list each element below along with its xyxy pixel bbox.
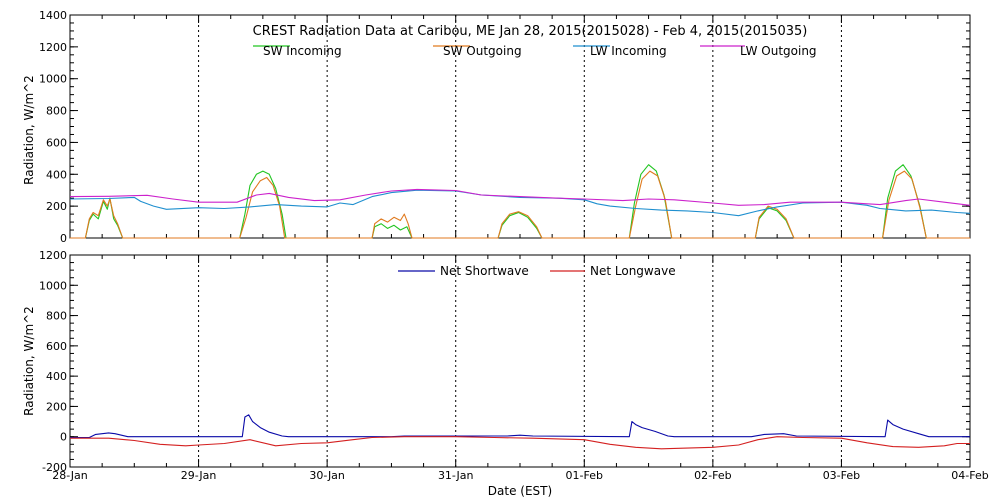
- y-tick-label: 0: [60, 232, 67, 245]
- y-tick-label: 1000: [39, 279, 67, 292]
- bottom-panel: -200 0 200 400 600 800 1000 1200 Radiation, W/m…: [22, 249, 989, 498]
- legend-net-longwave: Net Longwave: [590, 264, 676, 278]
- top-panel: 0 200 400 600 800 1000 1200 1400 CREST Radiatio…: [22, 9, 971, 245]
- legend-net-shortwave: Net Shortwave: [440, 264, 529, 278]
- x-tick-label: 30-Jan: [309, 469, 345, 482]
- y-tick-label: 200: [46, 400, 67, 413]
- series-line-sw-outgoing: [70, 170, 970, 239]
- bottom-y-axis-label: Radiation, W/m^2: [22, 306, 36, 416]
- top-series-group: [69, 164, 971, 239]
- y-tick-label: -200: [42, 461, 67, 474]
- x-tick-label: 01-Feb: [566, 469, 603, 482]
- y-tick-label: 400: [46, 370, 67, 383]
- bottom-legend: Net Shortwave Net Longwave: [398, 264, 676, 278]
- y-tick-label: 600: [46, 136, 67, 149]
- series-line-lw-outgoing: [69, 188, 971, 206]
- legend-lw-incoming: LW Incoming: [590, 44, 667, 58]
- series-line-net-shortwave: [70, 414, 970, 439]
- y-tick-label: 600: [46, 340, 67, 353]
- y-tick-label: 400: [46, 168, 67, 181]
- x-tick-label: 28-Jan: [52, 469, 88, 482]
- series-line-net-longwave: [70, 436, 970, 450]
- series-line-sw-incoming: [70, 164, 970, 239]
- y-tick-label: 1200: [39, 41, 67, 54]
- x-tick-labels: 28-Jan 29-Jan 30-Jan 31-Jan 01-Feb 02-Feb 03-F…: [52, 469, 989, 482]
- x-tick-label: 31-Jan: [438, 469, 474, 482]
- top-grid: [198, 15, 842, 238]
- top-y-ticks: 0 200 400 600 800 1000 1200 1400: [39, 9, 971, 245]
- top-y-axis-label: Radiation, W/m^2: [22, 75, 36, 185]
- y-tick-label: 800: [46, 310, 67, 323]
- y-tick-label: 800: [46, 105, 67, 118]
- chart-title: CREST Radiation Data at Caribou, ME Jan …: [253, 24, 808, 39]
- y-tick-label: 1000: [39, 73, 67, 86]
- x-tick-label: 04-Feb: [951, 469, 988, 482]
- y-tick-label: 200: [46, 200, 67, 213]
- y-tick-label: 1400: [39, 9, 67, 22]
- legend-sw-incoming: SW Incoming: [263, 44, 342, 58]
- bottom-series-group: [70, 414, 970, 450]
- legend-lw-outgoing: LW Outgoing: [740, 44, 817, 58]
- x-tick-label: 29-Jan: [181, 469, 217, 482]
- y-tick-label: 0: [60, 431, 67, 444]
- bottom-grid: [198, 255, 842, 467]
- x-tick-label: 03-Feb: [823, 469, 860, 482]
- top-legend: SW Incoming SW Outgoing LW Incoming LW O…: [253, 44, 817, 58]
- legend-sw-outgoing: SW Outgoing: [443, 44, 522, 58]
- y-tick-label: 1200: [39, 249, 67, 262]
- bottom-y-ticks: -200 0 200 400 600 800 1000 1200: [39, 249, 971, 474]
- x-tick-label: 02-Feb: [694, 469, 731, 482]
- x-axis-label: Date (EST): [488, 484, 552, 498]
